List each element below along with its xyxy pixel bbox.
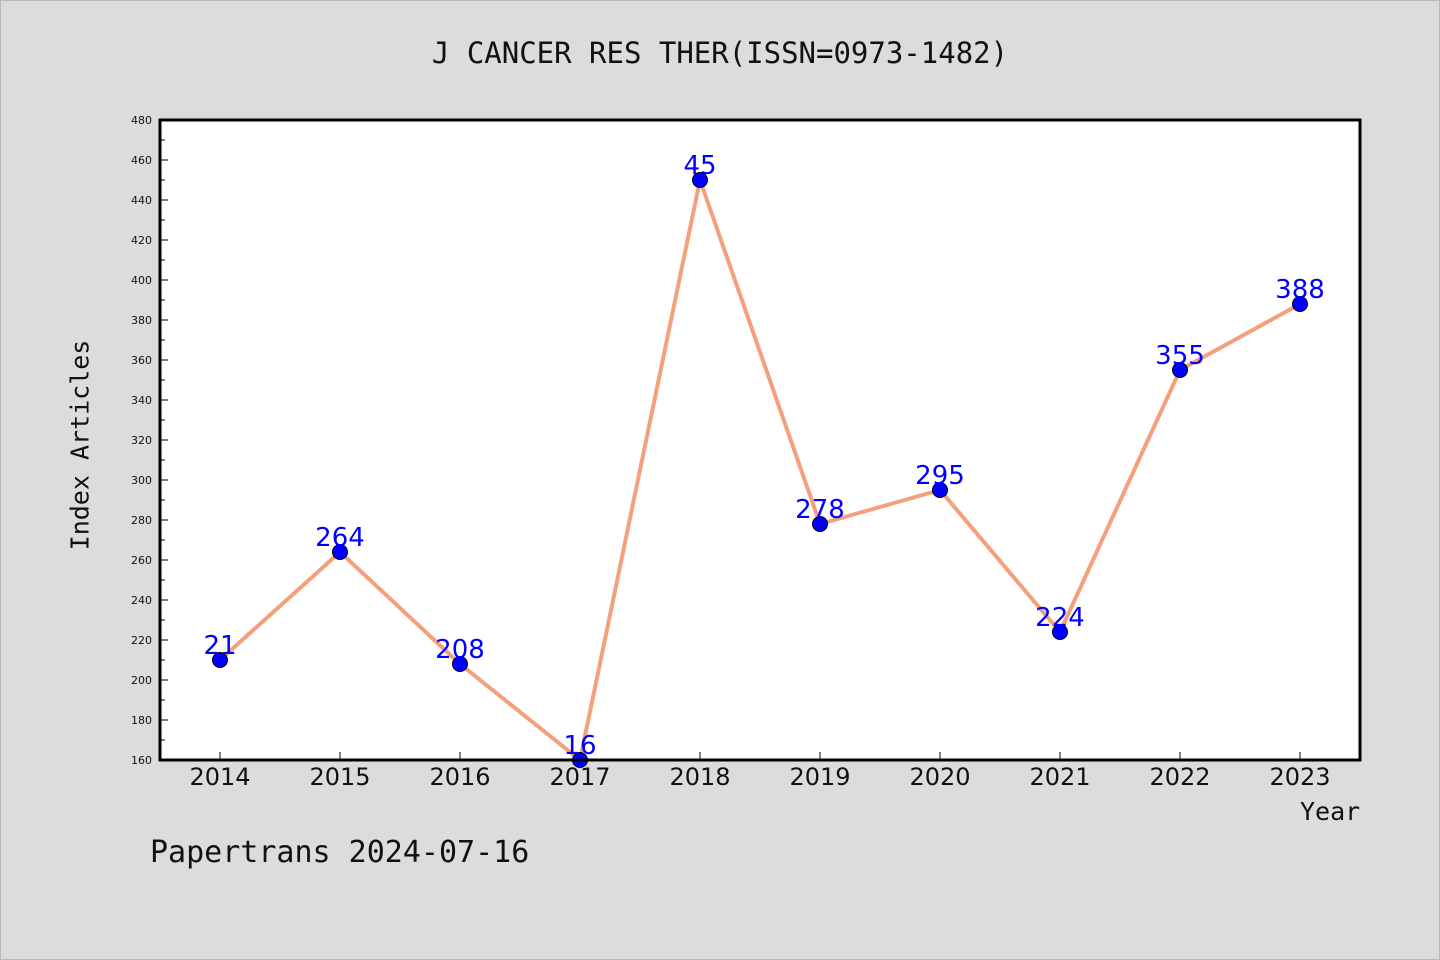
x-tick-label: 2016 — [429, 763, 490, 791]
x-tick-label: 2015 — [309, 763, 370, 791]
y-tick-label: 220 — [131, 634, 152, 647]
data-point — [212, 652, 228, 668]
y-tick-label: 180 — [131, 714, 152, 727]
series-line — [218, 178, 1301, 762]
data-label: 224 — [1035, 603, 1085, 633]
footer-text: Papertrans 2024-07-16 — [150, 835, 530, 870]
data-label: 45 — [683, 151, 716, 181]
data-label: 208 — [435, 635, 485, 665]
data-point — [452, 656, 468, 672]
y-tick-label: 460 — [131, 154, 152, 167]
chart-title: J CANCER RES THER(ISSN=0973-1482) — [431, 36, 1009, 70]
plot-frame — [158, 118, 1362, 762]
y-tick-label: 160 — [131, 754, 152, 767]
y-tick-label: 200 — [131, 674, 152, 687]
data-label: 264 — [315, 523, 365, 553]
data-point — [1052, 624, 1068, 640]
data-point — [332, 544, 348, 560]
x-axis-label: Year — [1300, 797, 1361, 826]
data-label: 21 — [203, 631, 236, 661]
data-label: 295 — [915, 461, 965, 491]
x-tick-label: 2022 — [1149, 763, 1210, 791]
y-tick-label: 240 — [131, 594, 152, 607]
plot-area — [160, 120, 1360, 760]
x-tick-label: 2020 — [909, 763, 970, 791]
y-tick-label: 280 — [131, 514, 152, 527]
y-tick-label: 440 — [131, 194, 152, 207]
y-tick-label: 320 — [131, 434, 152, 447]
data-point — [1172, 362, 1188, 378]
data-point — [932, 482, 948, 498]
data-point — [692, 172, 708, 188]
y-tick-label: 360 — [131, 354, 152, 367]
y-tick-label: 340 — [131, 394, 152, 407]
data-point — [812, 516, 828, 532]
y-tick-label: 260 — [131, 554, 152, 567]
x-tick-label: 2014 — [189, 763, 250, 791]
x-tick-label: 2021 — [1029, 763, 1090, 791]
y-tick-label: 380 — [131, 314, 152, 327]
data-label: 388 — [1275, 275, 1325, 305]
x-tick-label: 2019 — [789, 763, 850, 791]
y-tick-label: 420 — [131, 234, 152, 247]
data-label: 16 — [563, 731, 596, 761]
data-label: 355 — [1155, 341, 1205, 371]
y-tick-label: 300 — [131, 474, 152, 487]
data-label: 278 — [795, 495, 845, 525]
data-point — [1292, 296, 1308, 312]
y-tick-label: 480 — [131, 114, 152, 127]
x-tick-label: 2023 — [1269, 763, 1330, 791]
y-tick-label: 400 — [131, 274, 152, 287]
x-tick-label: 2018 — [669, 763, 730, 791]
